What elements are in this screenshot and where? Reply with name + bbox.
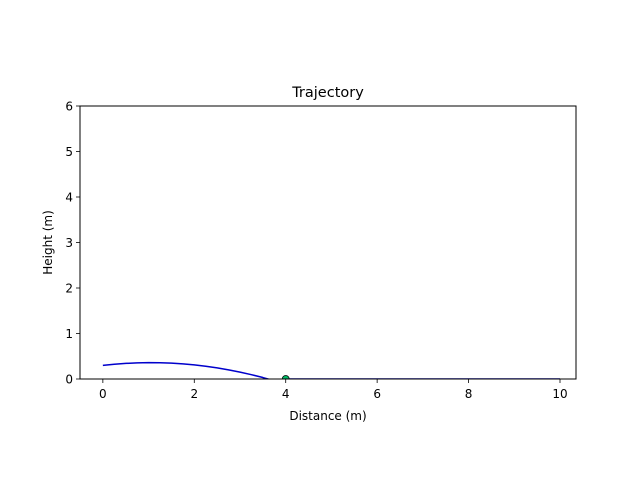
x-axis-label: Distance (m)	[289, 409, 366, 423]
plot-frame	[79, 105, 577, 380]
y-tick-label: 6	[65, 100, 73, 114]
x-axis-ticks: 0 2 4 6 8 10	[99, 379, 568, 401]
y-tick-label: 4	[65, 191, 73, 205]
landing-point-marker	[281, 375, 290, 379]
x-tick-label: 2	[190, 387, 198, 401]
y-axis-label: Height (m)	[41, 210, 55, 275]
plot-area	[80, 106, 576, 379]
x-tick-label: 0	[99, 387, 107, 401]
x-tick-label: 4	[282, 387, 290, 401]
series-layer	[102, 361, 560, 379]
y-tick-label: 0	[65, 373, 73, 387]
y-axis-ticks: 0 1 2 3 4 5 6	[65, 100, 80, 387]
x-tick-label: 8	[465, 387, 473, 401]
y-tick-label: 1	[65, 327, 73, 341]
y-tick-label: 2	[65, 282, 73, 296]
x-tick-label: 6	[373, 387, 381, 401]
y-tick-label: 3	[65, 236, 73, 250]
y-tick-label: 5	[65, 145, 73, 159]
chart-title: Trajectory	[291, 85, 364, 101]
trajectory-line-0	[102, 361, 286, 379]
x-tick-label: 10	[552, 387, 567, 401]
